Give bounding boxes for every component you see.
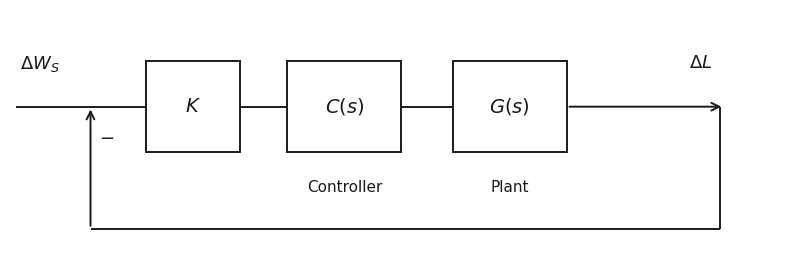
- Text: Controller: Controller: [307, 180, 382, 196]
- Text: $-$: $-$: [98, 128, 114, 146]
- Text: $\mathit{\Delta} L$: $\mathit{\Delta} L$: [689, 55, 712, 72]
- Bar: [146, 61, 240, 152]
- Bar: [453, 61, 567, 152]
- Text: $\mathit{C}(s)$: $\mathit{C}(s)$: [324, 96, 364, 117]
- Text: $\mathit{\Delta} W_S$: $\mathit{\Delta} W_S$: [20, 54, 59, 73]
- Bar: [287, 61, 401, 152]
- Text: $\mathit{G}(s)$: $\mathit{G}(s)$: [490, 96, 530, 117]
- Text: Plant: Plant: [490, 180, 529, 196]
- Text: $\mathit{K}$: $\mathit{K}$: [185, 97, 201, 116]
